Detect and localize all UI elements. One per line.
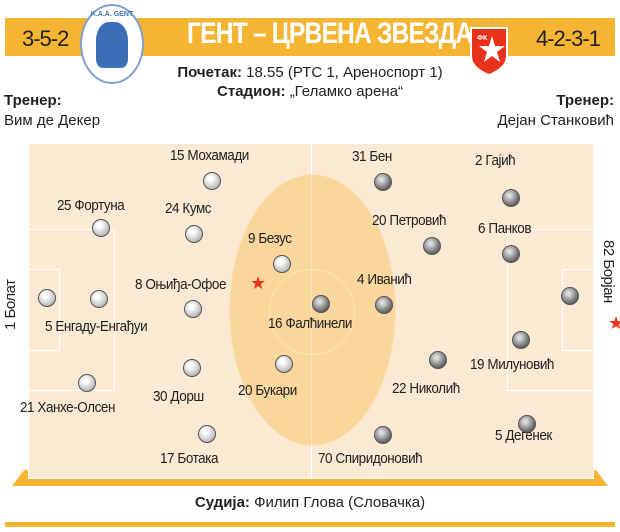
- gent-logo-text: K.A.A. GENT: [90, 11, 134, 18]
- home-player-name: 15 Мохамади: [170, 147, 249, 164]
- away-player-marker: [375, 296, 393, 314]
- referee-info: Судија: Филип Глова (Словачка): [0, 494, 620, 511]
- referee-value: Филип Глова (Словачка): [254, 494, 426, 511]
- home-goal-area: [29, 269, 60, 351]
- kickoff-label: Почетак:: [177, 64, 242, 81]
- away-player-name: 2 Гајић: [475, 152, 516, 169]
- captain-star-icon: ★: [250, 273, 267, 293]
- home-player-name: 21 Ханхе-Олсен: [20, 399, 115, 416]
- away-player-marker: [561, 287, 579, 305]
- bottom-rule: [5, 522, 615, 527]
- home-player-marker: [183, 359, 201, 377]
- away-player-name: 22 Николић: [392, 380, 460, 397]
- away-player-name: 82 Борјан: [600, 240, 617, 303]
- away-player-name: 31 Бен: [352, 148, 392, 165]
- away-player-marker: [429, 351, 447, 369]
- home-player-name: 30 Дорш: [153, 388, 204, 405]
- away-player-name: 19 Милуновић: [470, 356, 554, 373]
- away-penalty-area: [507, 229, 593, 391]
- away-player-name: 16 Фалћинели: [268, 315, 353, 332]
- home-coach-label: Тренер:: [4, 92, 62, 109]
- home-player-marker: [92, 219, 110, 237]
- home-player-name: 9 Безус: [248, 230, 292, 247]
- kickoff-info: Почетак: 18.55 (РТС 1, Ареноспорт 1): [145, 64, 475, 81]
- home-player-marker: [275, 355, 293, 373]
- home-player-marker: [273, 255, 291, 273]
- captain-star-icon: ★: [608, 313, 620, 333]
- away-player-marker: [374, 173, 392, 191]
- home-player-name: 20 Букари: [238, 382, 297, 399]
- stadium-label: Стадион:: [217, 83, 286, 100]
- svg-text:★★★: ★★★: [481, 19, 503, 28]
- home-player-name: 17 Ботака: [160, 450, 219, 467]
- pitch: [28, 143, 594, 479]
- home-player-name: 8 Оњиђа-Офое: [135, 276, 227, 293]
- away-player-marker: [502, 189, 520, 207]
- home-player-marker: [185, 225, 203, 243]
- home-player-marker: [184, 300, 202, 318]
- match-title: ГЕНТ – ЦРВЕНА ЗВЕЗДА: [187, 17, 473, 50]
- crvena-zvezda-logo-text: ФК: [477, 35, 488, 42]
- stadium-info: Стадион: „Геламко арена“: [145, 83, 475, 100]
- europa-league-logo: [229, 174, 396, 446]
- home-player-name: 24 Кумс: [165, 200, 212, 217]
- away-formation: 4-2-3-1: [536, 26, 601, 51]
- home-player-marker: [203, 172, 221, 190]
- away-coach-label: Тренер:: [556, 92, 614, 109]
- away-player-marker: [518, 415, 536, 433]
- home-penalty-area: [29, 229, 115, 391]
- away-player-marker: [312, 295, 330, 313]
- home-player-name: 5 Енгаду-Енгађуи: [45, 318, 148, 335]
- referee-label: Судија:: [194, 494, 250, 511]
- stadium-value: „Геламко арена“: [289, 83, 403, 100]
- crvena-zvezda-logo: ★★★ ФК: [470, 19, 508, 76]
- home-player-marker: [90, 290, 108, 308]
- kickoff-value: 18.55 (РТС 1, Ареноспорт 1): [246, 64, 443, 81]
- away-player-marker: [512, 331, 530, 349]
- home-player-marker: [78, 374, 96, 392]
- home-player-marker: [198, 425, 216, 443]
- away-goal-area: [562, 269, 593, 351]
- away-coach-name: Дејан Станковић: [497, 112, 614, 129]
- away-player-marker: [423, 237, 441, 255]
- away-player-name: 5 Дегенек: [495, 427, 552, 444]
- home-player-marker: [38, 289, 56, 307]
- away-player-marker: [374, 426, 392, 444]
- away-player-name: 20 Петровић: [372, 212, 447, 229]
- away-player-marker: [502, 245, 520, 263]
- home-player-name: 25 Фортуна: [57, 197, 125, 214]
- away-player-name: 4 Иванић: [357, 271, 412, 288]
- away-player-name: 70 Спиридоновић: [318, 450, 423, 467]
- home-coach-name: Вим де Декер: [4, 112, 101, 129]
- away-player-name: 6 Панков: [478, 220, 532, 237]
- gent-logo: K.A.A. GENT: [80, 4, 144, 84]
- home-formation: 3-5-2: [22, 26, 69, 51]
- home-player-name: 1 Болат: [2, 279, 19, 330]
